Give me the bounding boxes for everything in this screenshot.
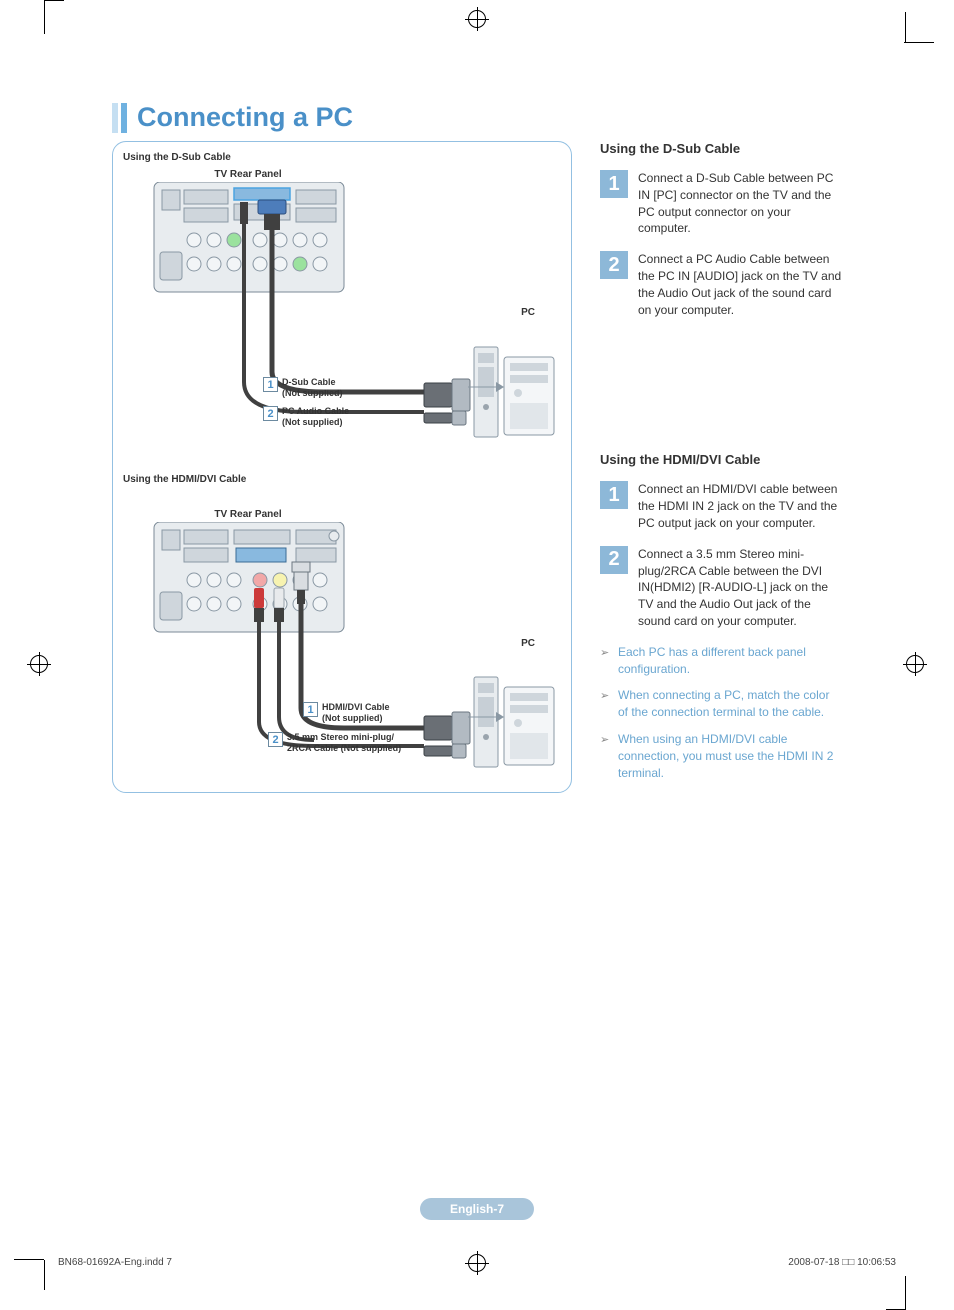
callout-line: 3.5 mm Stereo mini-plug/ (287, 732, 401, 743)
callout-dsub-2: 2 PC Audio Cable (Not supplied) (263, 406, 349, 428)
crop-mark (904, 42, 934, 43)
print-footer: BN68-01692A-Eng.indd 7 2008-07-18 □□ 10:… (58, 1257, 896, 1268)
step-text: Connect a D-Sub Cable between PC IN [PC]… (638, 170, 842, 237)
step-text: Connect a PC Audio Cable between the PC … (638, 251, 842, 318)
crop-mark (905, 1276, 906, 1310)
section-heading-hdmi: Using the HDMI/DVI Cable (600, 452, 842, 467)
page-title-row: Connecting a PC (112, 102, 842, 133)
crop-mark (44, 1260, 45, 1290)
callout-hdmi-2: 2 3.5 mm Stereo mini-plug/ 2RCA Cable (N… (268, 732, 401, 754)
instruction-step: 1 Connect an HDMI/DVI cable between the … (600, 481, 842, 531)
callout-number: 1 (303, 702, 318, 717)
callout-line: PC Audio Cable (282, 406, 349, 417)
pc-label: PC (521, 307, 535, 318)
callout-line: 2RCA Cable (Not supplied) (287, 743, 401, 754)
note-item: ➢ Each PC has a different back panel con… (600, 644, 842, 678)
callout-number: 2 (268, 732, 283, 747)
note-text: Each PC has a different back panel confi… (618, 644, 842, 678)
step-text: Connect a 3.5 mm Stereo mini-plug/2RCA C… (638, 546, 842, 630)
note-arrow-icon: ➢ (600, 689, 618, 704)
instruction-step: 1 Connect a D-Sub Cable between PC IN [P… (600, 170, 842, 237)
note-arrow-icon: ➢ (600, 733, 618, 748)
registration-mark-icon (906, 655, 924, 673)
callout-number: 1 (263, 377, 278, 392)
registration-mark-icon (468, 10, 486, 28)
step-text: Connect an HDMI/DVI cable between the HD… (638, 481, 842, 531)
crop-mark (44, 0, 64, 1)
note-arrow-icon: ➢ (600, 646, 618, 661)
section-heading-dsub: Using the D-Sub Cable (600, 141, 842, 156)
step-number-badge: 1 (600, 481, 628, 509)
page-title: Connecting a PC (137, 102, 353, 133)
callout-line: HDMI/DVI Cable (322, 702, 390, 713)
note-text: When using an HDMI/DVI cable connection,… (618, 731, 842, 781)
note-text: When connecting a PC, match the color of… (618, 687, 842, 721)
crop-mark (905, 12, 906, 42)
tv-rear-panel-label: TV Rear Panel (153, 169, 343, 180)
pc-label: PC (521, 638, 535, 649)
tv-rear-panel-label: TV Rear Panel (153, 509, 343, 520)
step-number-badge: 1 (600, 170, 628, 198)
diagram-heading-dsub: Using the D-Sub Cable (123, 152, 565, 163)
instruction-step: 2 Connect a PC Audio Cable between the P… (600, 251, 842, 318)
callout-line: (Not supplied) (282, 417, 349, 428)
callout-line: (Not supplied) (282, 388, 343, 399)
registration-mark-icon (30, 655, 48, 673)
callout-dsub-1: 1 D-Sub Cable (Not supplied) (263, 377, 343, 399)
page-content: Connecting a PC Using the D-Sub Cable TV… (112, 102, 842, 1210)
connection-diagram-box: Using the D-Sub Cable TV Rear Panel (112, 141, 572, 793)
footer-filename: BN68-01692A-Eng.indd 7 (58, 1257, 172, 1268)
instruction-step: 2 Connect a 3.5 mm Stereo mini-plug/2RCA… (600, 546, 842, 630)
notes-list: ➢ Each PC has a different back panel con… (600, 644, 842, 782)
diagram-heading-hdmi: Using the HDMI/DVI Cable (123, 474, 565, 485)
crop-mark (44, 0, 45, 34)
note-item: ➢ When using an HDMI/DVI cable connectio… (600, 731, 842, 781)
callout-line: (Not supplied) (322, 713, 390, 724)
step-number-badge: 2 (600, 251, 628, 279)
title-accent-bars (112, 103, 127, 133)
callout-number: 2 (263, 406, 278, 421)
footer-timestamp: 2008-07-18 □□ 10:06:53 (788, 1257, 896, 1268)
crop-mark (14, 1259, 44, 1260)
callout-hdmi-1: 1 HDMI/DVI Cable (Not supplied) (303, 702, 390, 724)
note-item: ➢ When connecting a PC, match the color … (600, 687, 842, 721)
page-number-badge: English-7 (420, 1198, 534, 1220)
callout-line: D-Sub Cable (282, 377, 343, 388)
step-number-badge: 2 (600, 546, 628, 574)
